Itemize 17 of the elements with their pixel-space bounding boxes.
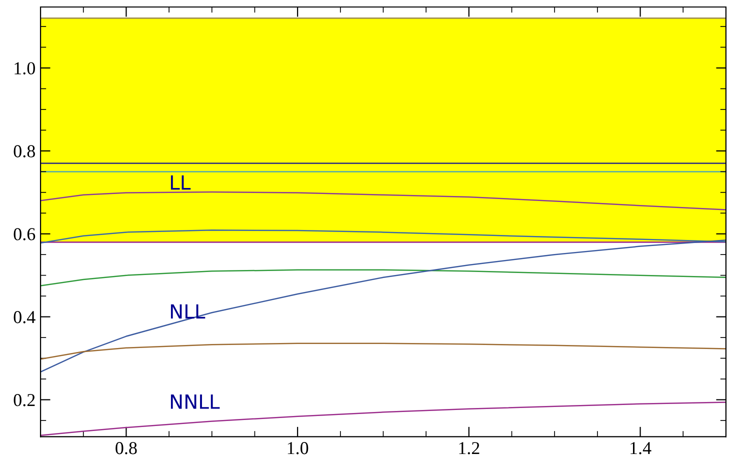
x-tick-label: 0.8 <box>116 442 137 454</box>
y-tick-label: 0.8 <box>14 145 35 158</box>
y-tick-label: 1.0 <box>14 62 35 74</box>
line-series <box>40 342 726 360</box>
x-tick-label: 1.4 <box>630 442 652 454</box>
x-tick-label: 1.0 <box>288 442 308 454</box>
y-tick-label: 0.2 <box>14 394 35 406</box>
line-series <box>40 191 726 210</box>
y-tick-label: 0.6 <box>14 228 36 240</box>
line-series <box>40 239 726 373</box>
annotation: NNLL <box>170 394 220 409</box>
annotation: NLL <box>170 304 206 318</box>
line-series <box>40 269 726 286</box>
x-tick-label: 1.2 <box>459 442 480 454</box>
annotation: LL <box>170 175 191 190</box>
y-tick-label: 0.4 <box>14 311 36 324</box>
line-series <box>40 229 726 244</box>
